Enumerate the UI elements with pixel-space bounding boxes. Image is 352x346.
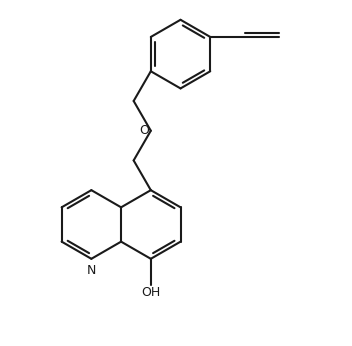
- Text: N: N: [87, 264, 96, 277]
- Text: OH: OH: [141, 286, 161, 299]
- Text: O: O: [139, 124, 149, 137]
